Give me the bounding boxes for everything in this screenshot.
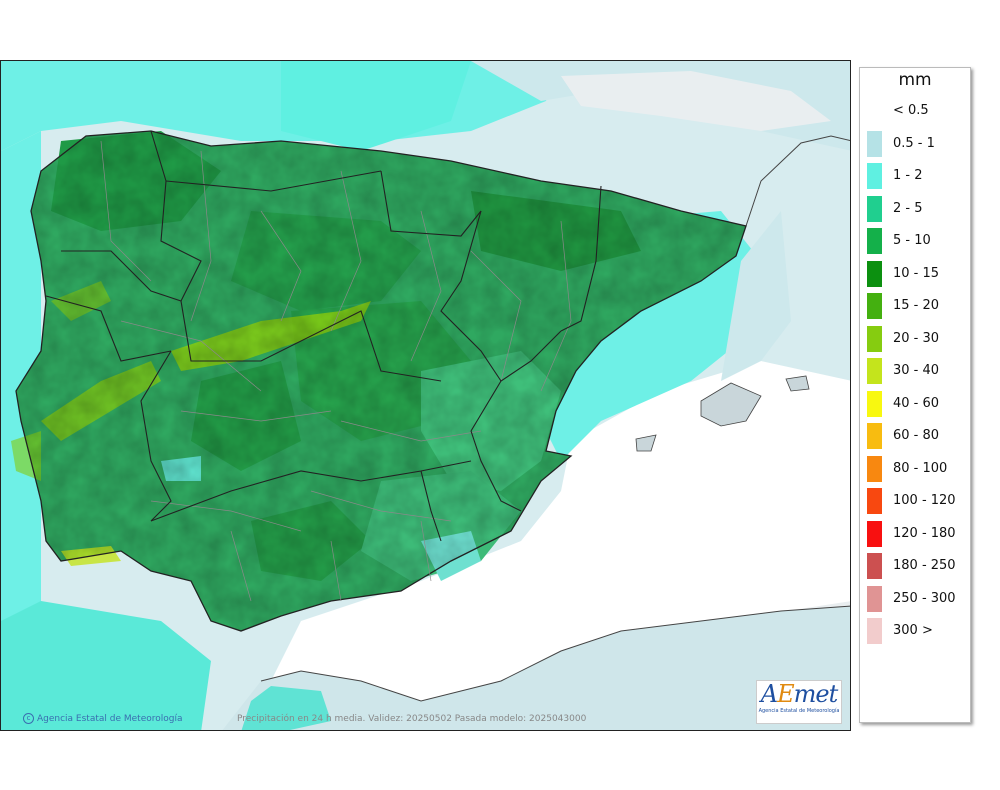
legend-item: 15 - 20 xyxy=(864,293,968,319)
legend-item: 80 - 100 xyxy=(864,455,968,482)
legend-item: 60 - 80 xyxy=(864,423,968,449)
legend-swatch xyxy=(867,520,882,547)
legend-label: 80 - 100 xyxy=(893,460,948,476)
legend-swatch xyxy=(867,358,882,384)
legend-item: 30 - 40 xyxy=(864,358,968,384)
legend-item: 20 - 30 xyxy=(864,325,968,352)
legend-label: 180 - 250 xyxy=(893,558,956,573)
map-caption: Precipitación en 24 h media. Validez: 20… xyxy=(237,714,587,724)
legend-swatch xyxy=(867,260,882,287)
legend-item: 250 - 300 xyxy=(864,585,968,612)
ibiza xyxy=(635,434,657,452)
legend-swatch xyxy=(867,618,882,644)
legend-item: 5 - 10 xyxy=(864,228,968,254)
north-africa xyxy=(222,606,850,730)
copyright-icon: c xyxy=(23,713,34,724)
legend-swatch xyxy=(867,293,882,319)
province-borders xyxy=(100,140,572,602)
legend-label: 120 - 180 xyxy=(893,525,956,541)
precipitation-legend: mm < 0.5 0.5 - 1 1 - 2 2 - 5 5 - 10 10 - 15 15… xyxy=(859,67,971,723)
aemet-logo: AEmet Agencia Estatal de Meteorología xyxy=(756,680,842,724)
legend-swatch xyxy=(867,455,882,482)
legend-item: 120 - 180 xyxy=(864,520,968,547)
legend-item: 2 - 5 xyxy=(864,195,968,222)
legend-swatch xyxy=(867,228,882,254)
legend-item: 180 - 250 xyxy=(864,553,968,579)
precipitation-map[interactable]: c Agencia Estatal de Meteorología Precipi… xyxy=(0,60,851,731)
mallorca xyxy=(700,382,762,427)
legend-swatch xyxy=(867,98,882,124)
map-canvas xyxy=(1,61,850,730)
legend-swatch xyxy=(867,585,882,612)
legend-label: 250 - 300 xyxy=(893,590,956,606)
legend-swatch xyxy=(867,130,882,157)
legend-label: 30 - 40 xyxy=(893,363,940,378)
legend-label: 100 - 120 xyxy=(893,493,956,508)
legend-swatch xyxy=(867,325,882,352)
regional-borders xyxy=(45,130,602,542)
legend-label: 15 - 20 xyxy=(893,298,940,313)
legend-label: < 0.5 xyxy=(893,103,929,118)
legend-unit: mm xyxy=(898,70,932,90)
legend-item: < 0.5 xyxy=(864,98,968,124)
legend-swatch xyxy=(867,423,882,449)
legend-item: 10 - 15 xyxy=(864,260,968,287)
legend-swatch xyxy=(867,488,882,514)
legend-label: 20 - 30 xyxy=(893,330,940,346)
legend-item: 1 - 2 xyxy=(864,163,968,189)
legend-swatch xyxy=(867,195,882,222)
legend-label: 10 - 15 xyxy=(893,265,940,281)
legend-label: 300 > xyxy=(893,623,933,638)
legend-label: 1 - 2 xyxy=(893,168,923,183)
legend-label: 5 - 10 xyxy=(893,233,931,248)
legend-label: 40 - 60 xyxy=(893,395,940,411)
credit-text: c Agencia Estatal de Meteorología xyxy=(23,713,183,724)
mediterranean-sea-dry xyxy=(261,361,850,730)
legend-swatch xyxy=(867,163,882,189)
legend-item: 100 - 120 xyxy=(864,488,968,514)
coastline xyxy=(15,130,747,632)
menorca xyxy=(785,375,810,392)
legend-label: 2 - 5 xyxy=(893,200,923,216)
legend-item: 0.5 - 1 xyxy=(864,130,968,157)
legend-item: 300 > xyxy=(864,618,968,644)
legend-swatch xyxy=(867,390,882,417)
legend-swatch xyxy=(867,553,882,579)
legend-item: 40 - 60 xyxy=(864,390,968,417)
legend-label: 0.5 - 1 xyxy=(893,135,935,151)
legend-label: 60 - 80 xyxy=(893,428,940,443)
